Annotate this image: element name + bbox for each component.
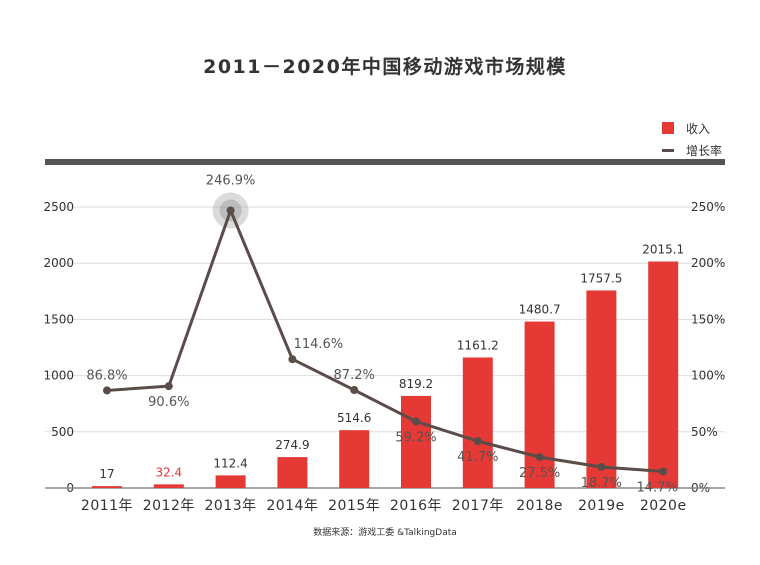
growth-rate-point xyxy=(659,467,668,476)
bar-value-label: 1757.5 xyxy=(580,271,622,285)
growth-rate-point xyxy=(288,355,297,364)
bar-2018e xyxy=(524,321,555,488)
growth-rate-label: 114.6% xyxy=(294,337,344,352)
x-axis-tick-label: 2018e xyxy=(516,498,563,514)
legend-swatch-bar xyxy=(662,122,674,134)
growth-rate-point xyxy=(473,437,482,446)
legend-item-growth: 增长率 xyxy=(662,141,722,159)
bar-2012年 xyxy=(153,484,184,488)
x-axis-tick-label: 2012年 xyxy=(143,498,195,514)
legend-label-revenue: 收入 xyxy=(686,121,711,136)
growth-rate-point xyxy=(350,385,359,394)
chart-top-bar xyxy=(45,159,725,165)
growth-rate-label: 246.9% xyxy=(206,173,256,188)
legend-swatch-line xyxy=(662,148,674,152)
x-axis-tick-label: 2019e xyxy=(578,498,625,514)
right-axis-tick-label: 250% xyxy=(691,200,725,214)
bar-value-label: 17 xyxy=(99,467,114,481)
right-axis-tick-label: 200% xyxy=(691,256,725,270)
growth-rate-label: 18.7% xyxy=(581,476,622,491)
right-axis-tick-label: 100% xyxy=(691,369,725,383)
chart-title: 2011－2020年中国移动游戏市场规模 xyxy=(203,56,567,78)
growth-rate-label: 27.5% xyxy=(519,466,560,481)
growth-rate-label: 59.2% xyxy=(395,430,436,445)
growth-rate-label: 87.2% xyxy=(334,368,375,383)
bar-value-label: 514.6 xyxy=(337,411,371,425)
bar-value-label: 2015.1 xyxy=(642,243,684,257)
x-axis-tick-label: 2020e xyxy=(640,498,687,514)
data-source: 数据来源：游戏工委 &TalkingData xyxy=(313,528,457,538)
left-axis-tick-label: 1000 xyxy=(43,369,74,383)
left-axis-tick-label: 500 xyxy=(51,425,74,439)
bar-2014年 xyxy=(277,457,308,488)
bar-2015年 xyxy=(339,430,370,488)
growth-rate-line xyxy=(106,208,664,473)
growth-rate-label: 86.8% xyxy=(86,368,127,383)
bar-2011年 xyxy=(92,486,122,488)
x-axis-tick-label: 2013年 xyxy=(205,498,257,514)
growth-rate-label: 90.6% xyxy=(148,395,189,410)
bar-2013年 xyxy=(215,475,246,488)
growth-rate-point xyxy=(597,462,606,471)
growth-rate-label: 41.7% xyxy=(457,450,498,465)
x-axis-tick-label: 2017年 xyxy=(452,498,504,514)
growth-rate-point xyxy=(412,417,420,426)
left-axis-tick-label: 2000 xyxy=(43,256,74,270)
right-axis-tick-label: 50% xyxy=(691,425,718,439)
growth-rate-point xyxy=(226,206,235,215)
bar-2016年 xyxy=(401,395,431,488)
bar-value-label: 1161.2 xyxy=(457,338,499,352)
bar-2020e xyxy=(648,261,679,488)
legend-item-revenue: 收入 xyxy=(662,119,710,137)
bar-value-label: 274.9 xyxy=(275,438,309,452)
x-axis-tick-label: 2015年 xyxy=(328,498,380,514)
bar-value-label: 32.4 xyxy=(155,465,182,479)
right-axis-tick-label: 150% xyxy=(691,312,725,326)
bar-2019e xyxy=(586,290,617,488)
growth-rate-point xyxy=(103,386,111,395)
bar-2017年 xyxy=(462,357,493,488)
bar-value-label: 112.4 xyxy=(213,456,247,470)
left-axis-tick-label: 2500 xyxy=(43,200,74,214)
growth-rate-point xyxy=(535,453,544,462)
x-axis-tick-label: 2014年 xyxy=(266,498,318,514)
left-axis-tick-label: 1500 xyxy=(43,312,74,326)
growth-rate-point xyxy=(164,382,173,391)
growth-rate-label: 14.7% xyxy=(637,480,678,495)
x-axis-tick-label: 2016年 xyxy=(390,498,442,514)
bar-value-label: 1480.7 xyxy=(519,303,561,317)
legend-label-growth: 增长率 xyxy=(686,143,723,158)
x-axis-tick-label: 2011年 xyxy=(81,498,133,514)
bar-value-label: 819.2 xyxy=(399,377,433,391)
